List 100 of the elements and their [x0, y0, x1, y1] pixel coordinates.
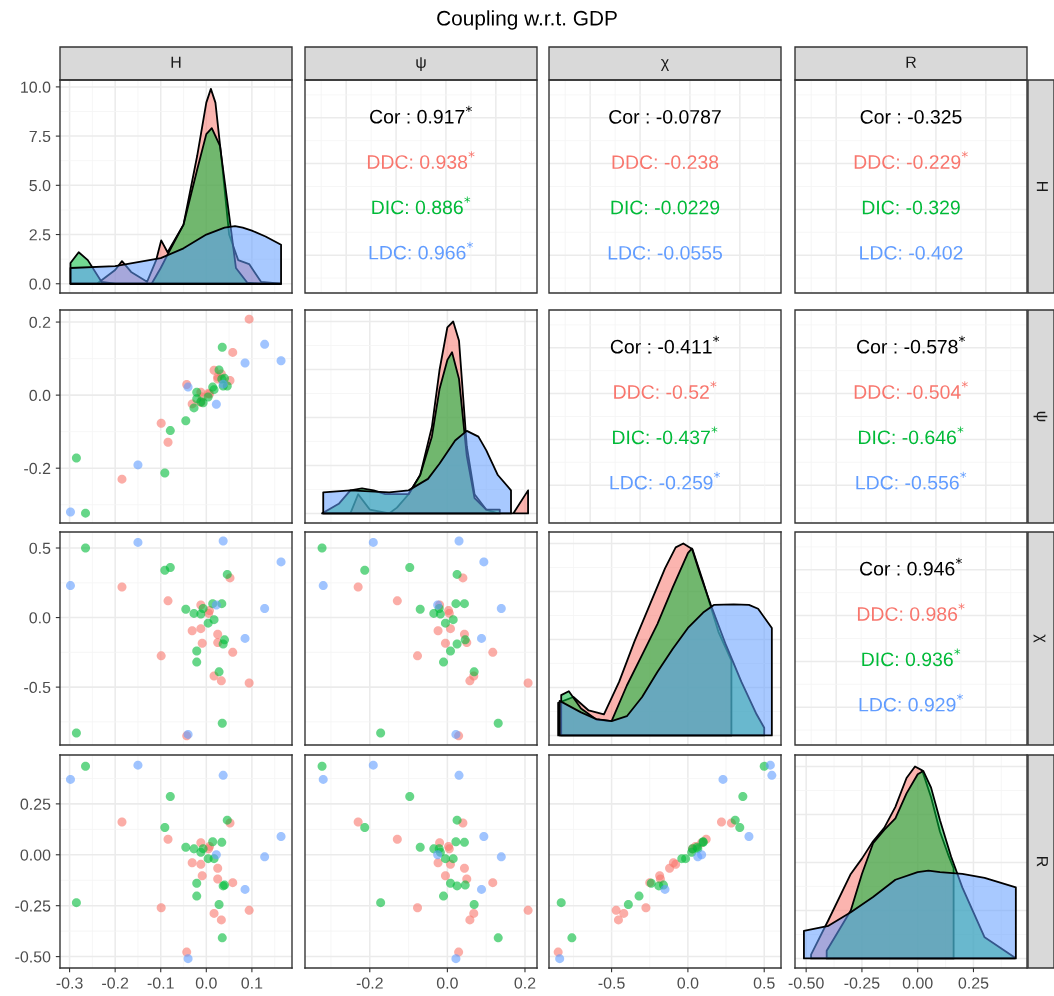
point	[681, 854, 691, 864]
point	[496, 852, 506, 862]
point	[218, 770, 228, 780]
text: DIC: -0.0229	[611, 200, 720, 215]
point	[217, 933, 227, 943]
point	[440, 854, 450, 864]
point	[71, 453, 81, 463]
point	[445, 646, 455, 656]
x-tick-label: -0.50	[788, 977, 824, 989]
point	[448, 854, 458, 864]
point	[415, 604, 425, 614]
point	[213, 863, 223, 873]
point	[117, 582, 127, 592]
point	[197, 638, 207, 648]
point	[452, 639, 462, 649]
point	[117, 474, 127, 484]
text: χ	[1033, 634, 1046, 643]
point	[160, 822, 170, 832]
point	[181, 842, 191, 852]
point	[214, 899, 224, 909]
point	[260, 604, 270, 614]
point	[613, 915, 623, 925]
point	[488, 647, 498, 657]
point	[165, 792, 175, 802]
x-tick-label: 0.0	[195, 977, 217, 989]
x-tick-label: 0.0	[436, 977, 458, 989]
point	[451, 599, 461, 609]
text: ψ	[1033, 411, 1048, 422]
point	[376, 728, 386, 738]
text: χ	[660, 59, 669, 71]
point	[181, 416, 191, 426]
y-tick-label: 7.5	[29, 130, 51, 143]
point	[216, 676, 226, 686]
x-tick-label: -0.5	[598, 977, 625, 989]
point	[217, 342, 227, 352]
point	[556, 898, 566, 908]
point	[222, 569, 232, 579]
text: LDC: -0.259$^{*}$	[610, 471, 720, 490]
point	[459, 863, 469, 873]
point	[81, 761, 91, 771]
y-tick-label: 0.00	[20, 849, 51, 861]
point	[465, 915, 475, 925]
point	[623, 899, 633, 909]
point	[619, 908, 629, 918]
point	[192, 657, 202, 667]
y-tick-label: 2.5	[29, 229, 51, 241]
point	[211, 850, 221, 860]
point	[213, 874, 223, 884]
point	[65, 581, 75, 591]
y-tick-label: 0.0	[29, 278, 51, 290]
point	[198, 604, 208, 614]
point	[469, 667, 479, 677]
point	[641, 903, 651, 913]
point	[165, 562, 175, 572]
text: LDC: -0.556$^{*}$	[856, 471, 967, 490]
point	[317, 761, 327, 771]
point	[451, 954, 461, 964]
point	[765, 760, 775, 770]
point	[71, 898, 81, 908]
point	[376, 898, 386, 908]
point	[196, 859, 206, 869]
text: Coupling w.r.t. GDP	[437, 10, 617, 30]
x-tick-label: -0.2	[356, 977, 383, 989]
point	[555, 954, 565, 964]
text: LDC: 0.929$^{*}$	[859, 693, 963, 712]
point	[452, 815, 462, 825]
point	[240, 633, 250, 643]
point	[117, 817, 127, 827]
point	[217, 837, 227, 847]
point	[187, 858, 197, 868]
text: Cor : -0.411$^{*}$	[610, 335, 720, 354]
point	[133, 460, 143, 470]
text: DIC: -0.437$^{*}$	[613, 426, 718, 445]
point	[156, 903, 166, 913]
point	[228, 878, 238, 888]
text: LDC: 0.966$^{*}$	[369, 241, 473, 260]
text: DDC: -0.238	[612, 155, 719, 170]
point	[209, 615, 219, 625]
point	[405, 562, 415, 572]
y-tick-label: 0.25	[20, 798, 51, 810]
point	[413, 651, 423, 661]
point	[156, 418, 166, 428]
point	[660, 884, 670, 894]
point	[445, 878, 455, 888]
point	[197, 871, 207, 881]
point	[216, 915, 226, 925]
point	[488, 878, 498, 888]
point	[477, 633, 487, 643]
x-tick-label: 0.25	[958, 977, 989, 989]
y-tick-label: -0.50	[15, 951, 51, 963]
point	[163, 834, 173, 844]
point	[133, 537, 143, 547]
point	[469, 899, 479, 909]
point	[208, 837, 218, 847]
point	[693, 852, 703, 862]
point	[469, 908, 479, 918]
point	[360, 822, 370, 832]
x-tick-label: -0.25	[844, 977, 880, 989]
point	[260, 852, 270, 862]
x-tick-label: -0.3	[56, 977, 83, 989]
